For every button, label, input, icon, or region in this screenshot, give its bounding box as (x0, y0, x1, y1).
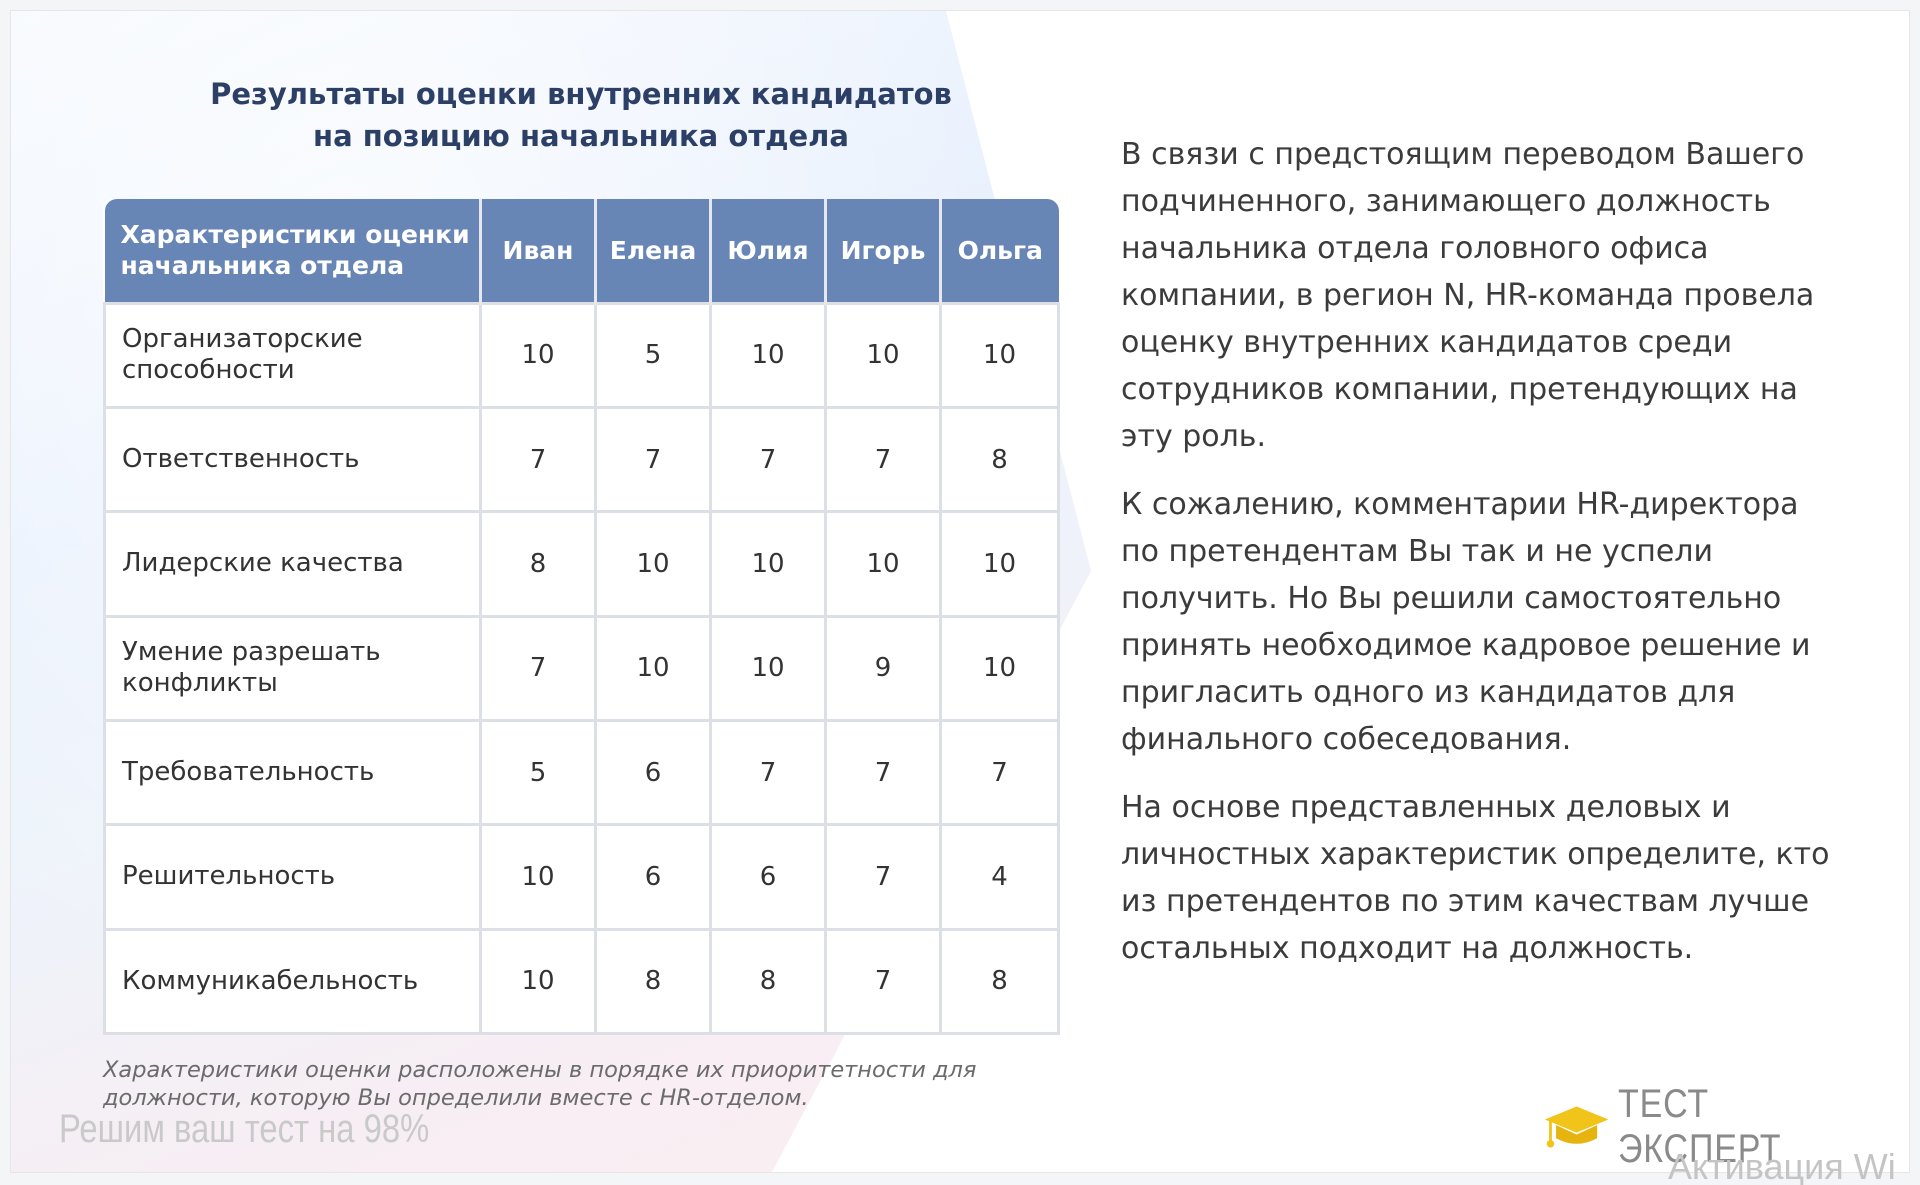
score-cell: 10 (939, 510, 1060, 618)
table-header-row: Характеристики оценки начальника отдела … (104, 199, 1059, 303)
table-row: Решительность 10 6 6 7 4 (103, 823, 1060, 931)
score-cell: 8 (709, 927, 827, 1036)
score-cell: 7 (709, 718, 827, 827)
score-cell: 8 (594, 927, 712, 1036)
header-candidate: Юлия (710, 199, 827, 303)
criterion-cell: Организаторские способности (103, 301, 482, 409)
brand-logo: ТЕСТ ЭКСПЕРТ (1543, 1082, 1909, 1171)
brand-name: ТЕСТ ЭКСПЕРТ (1618, 1082, 1782, 1171)
table-row: Коммуникабельность 10 8 8 7 8 (103, 927, 1060, 1036)
score-cell: 7 (824, 823, 942, 931)
page-title: Результаты оценки внутренних кандидатов … (103, 73, 1059, 157)
score-cell: 10 (709, 301, 827, 409)
header-candidate: Игорь (825, 199, 942, 303)
criterion-cell: Умение разрешать конфликты (103, 614, 482, 722)
score-cell: 8 (479, 510, 597, 618)
header-candidate: Елена (595, 199, 712, 303)
criterion-cell: Требовательность (103, 718, 482, 827)
score-cell: 7 (479, 405, 597, 514)
score-cell: 10 (479, 823, 597, 931)
title-line-1: Результаты оценки внутренних кандидатов (210, 77, 952, 111)
score-cell: 10 (824, 301, 942, 409)
score-cell: 6 (594, 823, 712, 931)
paragraph: В связи с предстоящим переводом Вашего п… (1121, 137, 1815, 454)
table-row: Организаторские способности 10 5 10 10 1… (103, 301, 1060, 409)
score-cell: 7 (479, 614, 597, 722)
os-activation-watermark: Активация Wi (1668, 1146, 1896, 1185)
criterion-cell: Лидерские качества (103, 510, 482, 618)
task-description: В связи с предстоящим переводом Вашего п… (1121, 131, 1841, 993)
score-cell: 6 (709, 823, 827, 931)
score-cell: 5 (479, 718, 597, 827)
header-candidate: Ольга (940, 199, 1059, 303)
graduation-cap-icon (1544, 1106, 1609, 1148)
assessment-table: Характеристики оценки начальника отдела … (103, 199, 1060, 1036)
header-criteria: Характеристики оценки начальника отдела (104, 199, 482, 303)
score-cell: 6 (594, 718, 712, 827)
score-cell: 9 (824, 614, 942, 722)
score-cell: 7 (709, 405, 827, 514)
score-cell: 8 (939, 927, 1060, 1036)
score-cell: 10 (939, 614, 1060, 722)
score-cell: 10 (709, 510, 827, 618)
criterion-cell: Коммуникабельность (103, 927, 482, 1036)
header-candidate: Иван (480, 199, 597, 303)
table-row: Лидерские качества 8 10 10 10 10 (103, 510, 1060, 618)
promo-watermark: Решим ваш тест на 98% (59, 1107, 430, 1151)
score-cell: 5 (594, 301, 712, 409)
score-cell: 8 (939, 405, 1060, 514)
score-cell: 7 (824, 927, 942, 1036)
score-cell: 7 (594, 405, 712, 514)
slide: Результаты оценки внутренних кандидатов … (10, 10, 1910, 1173)
score-cell: 10 (479, 927, 597, 1036)
table-row: Умение разрешать конфликты 7 10 10 9 10 (103, 614, 1060, 722)
criterion-cell: Ответственность (103, 405, 482, 514)
table-row: Ответственность 7 7 7 7 8 (103, 405, 1060, 514)
score-cell: 10 (939, 301, 1060, 409)
score-cell: 10 (594, 614, 712, 722)
criterion-cell: Решительность (103, 823, 482, 931)
score-cell: 10 (824, 510, 942, 618)
score-cell: 7 (939, 718, 1060, 827)
paragraph: На основе представленных деловых и лично… (1121, 790, 1830, 966)
paragraph: К сожалению, комментарии HR-директора по… (1121, 487, 1811, 757)
table-row: Требовательность 5 6 7 7 7 (103, 718, 1060, 827)
score-cell: 4 (939, 823, 1060, 931)
score-cell: 10 (594, 510, 712, 618)
table-footnote: Характеристики оценки расположены в поря… (103, 1057, 977, 1111)
score-cell: 10 (479, 301, 597, 409)
score-cell: 7 (824, 405, 942, 514)
title-line-2: на позицию начальника отдела (313, 119, 849, 153)
score-cell: 7 (824, 718, 942, 827)
score-cell: 10 (709, 614, 827, 722)
